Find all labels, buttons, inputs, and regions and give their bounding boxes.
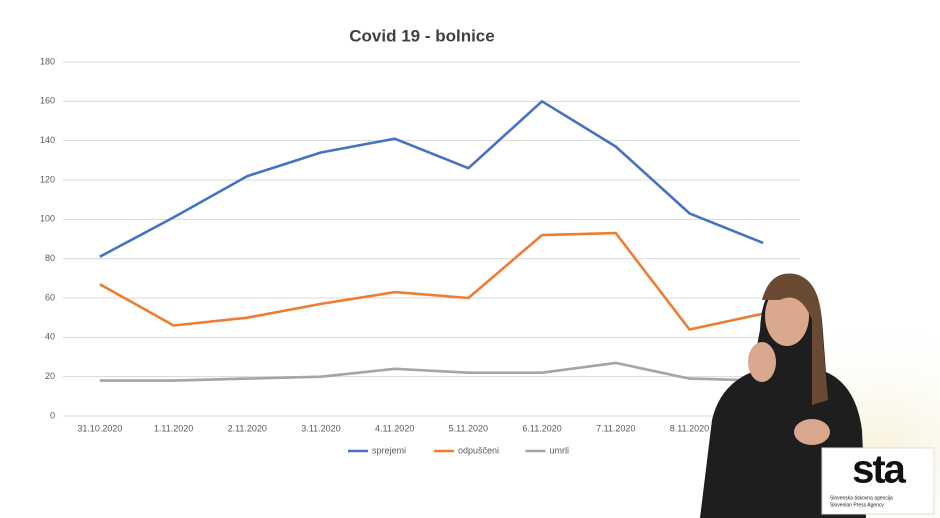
x-tick-label: 7.11.2020 bbox=[596, 423, 635, 433]
interpreter-hand bbox=[794, 419, 830, 445]
logo-line: Slovenska tiskovna agencija bbox=[830, 495, 893, 501]
y-tick-label: 80 bbox=[45, 253, 55, 263]
y-tick-label: 180 bbox=[40, 56, 55, 66]
logo: sta Slovenska tiskovna agencija Slovenia… bbox=[821, 447, 935, 515]
interpreter-hand bbox=[748, 342, 776, 382]
plot-area: 0 20 40 60 80 100 120 140 160 180 31.10.2020 1.11.2… bbox=[40, 56, 800, 455]
legend-label: sprejemi bbox=[372, 445, 406, 455]
y-tick-label: 20 bbox=[45, 371, 55, 381]
y-tick-label: 60 bbox=[45, 292, 55, 302]
chart-title: Covid 19 - bolnice bbox=[349, 26, 494, 45]
series-line bbox=[99, 231, 764, 331]
series-line bbox=[99, 361, 764, 382]
legend-label: odpuščeni bbox=[458, 445, 499, 455]
x-tick-label: 5.11.2020 bbox=[449, 423, 488, 433]
x-tick-label: 31.10.2020 bbox=[77, 423, 122, 433]
interpreter-hair bbox=[762, 273, 828, 405]
y-tick-label: 160 bbox=[40, 96, 55, 106]
y-tick-label: 40 bbox=[45, 332, 55, 342]
y-tick-label: 140 bbox=[40, 135, 55, 145]
x-tick-label: 1.11.2020 bbox=[154, 423, 193, 433]
legend: sprejemi odpuščeni umrli bbox=[348, 445, 569, 455]
x-tick-label: 3.11.2020 bbox=[301, 423, 340, 433]
y-tick-label: 0 bbox=[50, 410, 55, 420]
legend-label: umrli bbox=[550, 445, 570, 455]
logo-line: Slovenian Press Agency bbox=[830, 502, 884, 508]
x-tick-label: 4.11.2020 bbox=[375, 423, 414, 433]
x-tick-label: 6.11.2020 bbox=[522, 423, 561, 433]
x-tick-label: 2.11.2020 bbox=[228, 423, 267, 433]
y-tick-label: 100 bbox=[40, 214, 55, 224]
interpreter-face bbox=[765, 286, 809, 346]
logo-text: sta bbox=[852, 448, 907, 492]
logo-box bbox=[821, 447, 935, 515]
y-tick-label: 120 bbox=[40, 174, 55, 184]
x-tick-label: 8.11.2020 bbox=[670, 423, 709, 433]
series-line bbox=[99, 100, 764, 258]
